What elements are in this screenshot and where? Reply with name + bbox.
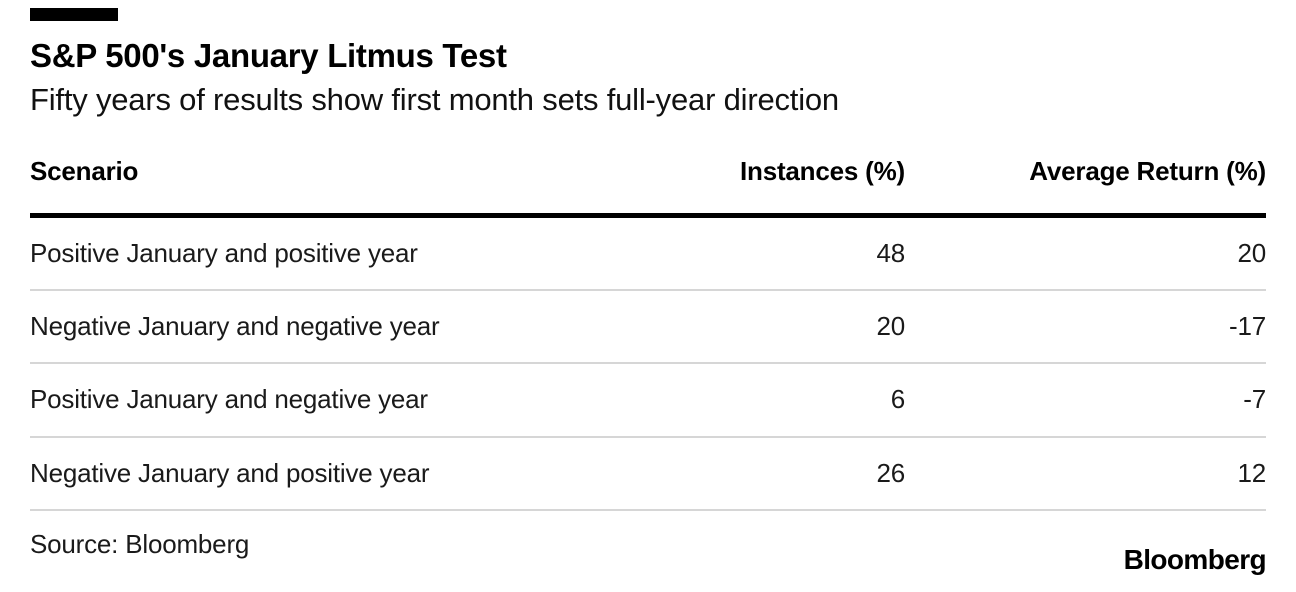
cell-instances: 20 (876, 311, 905, 342)
bloomberg-logo: Bloomberg (1123, 544, 1267, 575)
cell-average-return: 20 (1237, 238, 1266, 269)
table-row: Positive January and positive year 48 20 (30, 218, 1266, 292)
bloomberg-accent-bar (30, 8, 118, 21)
table-row: Positive January and negative year 6 -7 (30, 364, 1266, 438)
header-rule (30, 213, 1266, 218)
column-header-instances: Instances (%) (739, 156, 905, 186)
cell-scenario: Positive January and negative year (30, 384, 428, 415)
table-header-row: Scenario Instances (%) Average Return (%… (30, 156, 1266, 187)
cell-average-return: -17 (1229, 311, 1266, 342)
cell-scenario: Negative January and positive year (30, 457, 430, 488)
table-body: Positive January and positive year 48 20… (30, 218, 1266, 511)
column-header-scenario: Scenario (30, 156, 139, 186)
cell-instances: 48 (876, 238, 905, 269)
cell-instances: 26 (876, 457, 905, 488)
chart-subtitle: Fifty years of results show first month … (30, 82, 839, 117)
cell-scenario: Negative January and negative year (30, 311, 440, 342)
cell-average-return: -7 (1243, 384, 1266, 415)
table-row: Negative January and positive year 26 12 (30, 438, 1266, 511)
cell-scenario: Positive January and positive year (30, 238, 418, 269)
chart-title: S&P 500's January Litmus Test (30, 37, 507, 74)
cell-instances: 6 (890, 384, 905, 415)
column-header-average-return: Average Return (%) (1029, 156, 1266, 186)
table-row: Negative January and negative year 20 -1… (30, 291, 1266, 365)
cell-average-return: 12 (1237, 457, 1266, 488)
source-label: Source: Bloomberg (30, 529, 250, 559)
